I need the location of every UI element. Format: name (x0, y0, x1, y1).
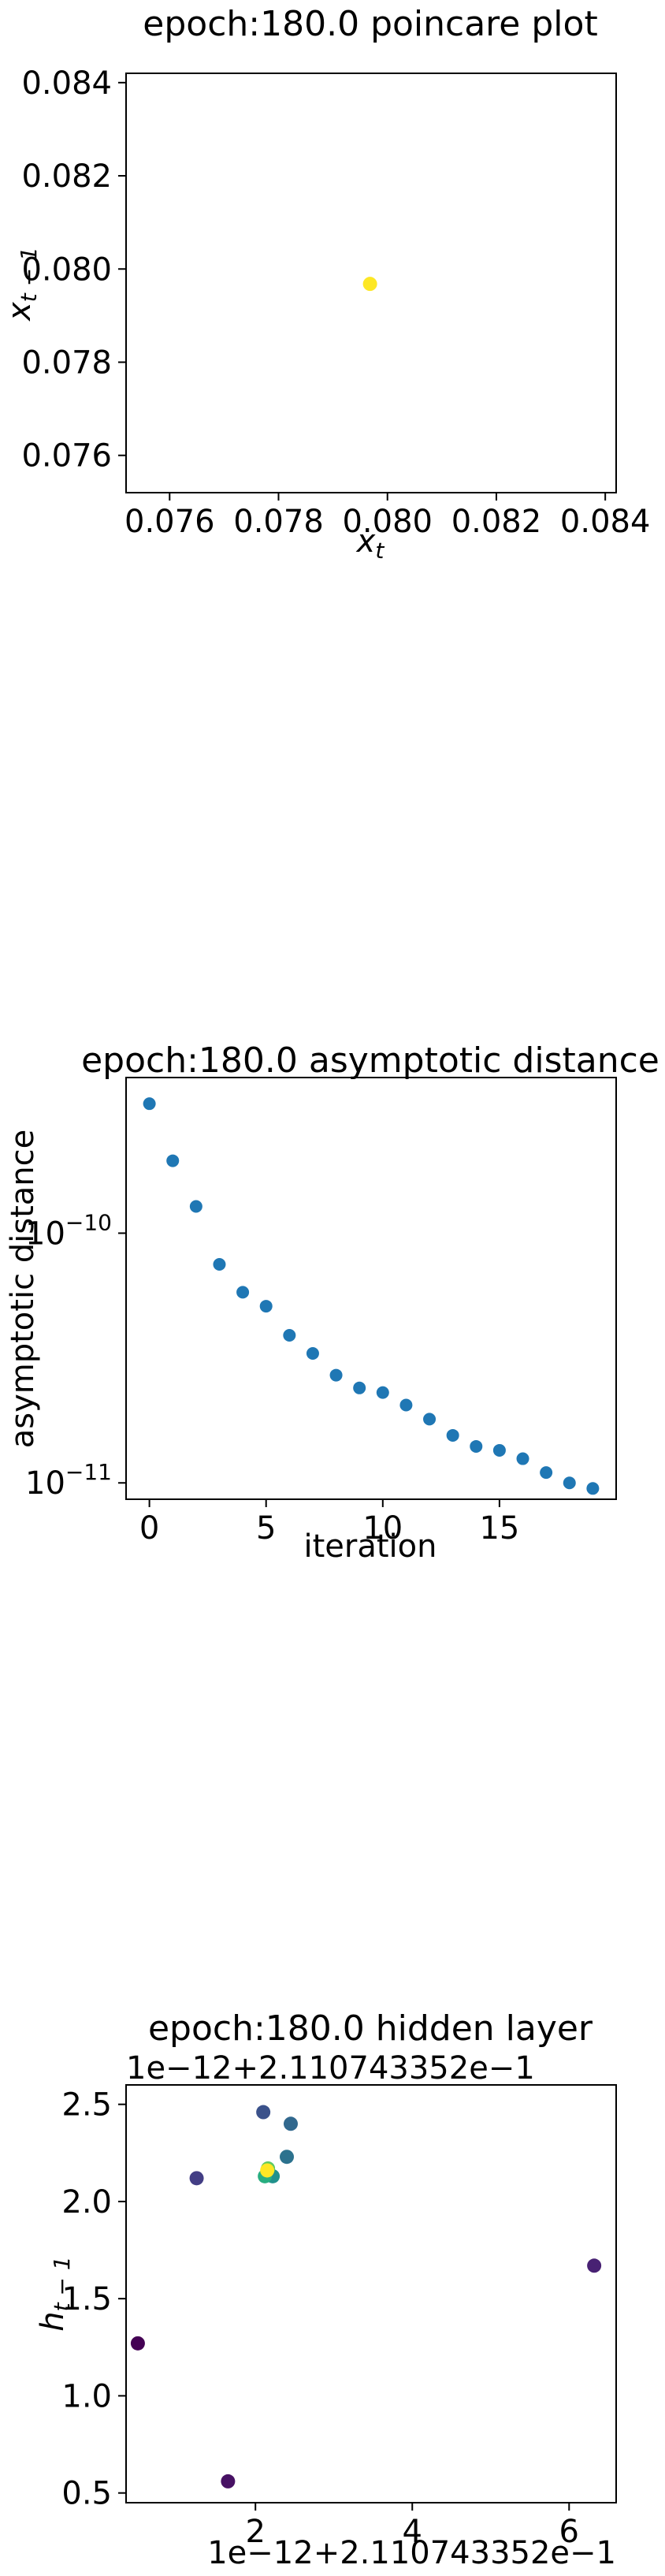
scatter-point (516, 1452, 529, 1465)
hidden-layer-title: epoch:180.0 hidden layer (148, 2008, 593, 2049)
scatter-point (470, 1439, 483, 1453)
scatter-point (540, 1466, 553, 1480)
y-tick-label: 0.082 (21, 158, 112, 195)
y-tick-label: 0.084 (21, 65, 112, 102)
y-tick-label: 10−11 (25, 1459, 112, 1502)
poincare-title: epoch:180.0 poincare plot (143, 4, 597, 44)
scatter-point (283, 2116, 298, 2131)
x-tick-label: 6 (559, 2514, 579, 2550)
scatter-point (423, 1413, 437, 1426)
asymptotic-y-label: asymptotic distance (5, 1130, 41, 1449)
hidden-layer-chart: epoch:180.0 hidden layer 1e−12+2.1107433… (35, 2008, 617, 2571)
scatter-point (446, 1428, 459, 1442)
scatter-point (283, 1328, 296, 1342)
poincare-points (362, 277, 377, 292)
scatter-point (329, 1368, 343, 1382)
x-tick-label: 5 (256, 1510, 276, 1547)
poincare-x-ticks: 0.076 0.078 0.080 0.082 0.084 (124, 493, 650, 540)
scatter-point (130, 2336, 145, 2351)
x-tick-label: 0.082 (451, 504, 542, 540)
y-tick-label: 0.080 (21, 251, 112, 288)
x-tick-label: 0.080 (342, 504, 433, 540)
x-tick-label: 10 (362, 1510, 403, 1547)
y-tick-label: 0.078 (21, 344, 112, 381)
scatter-point (189, 2171, 204, 2186)
scatter-point (376, 1386, 389, 1399)
y-tick-label: 1.0 (61, 2378, 112, 2414)
poincare-y-ticks: 0.076 0.078 0.080 0.082 0.084 (21, 65, 126, 475)
x-tick-label: 0 (139, 1510, 159, 1547)
scatter-point (143, 1097, 156, 1111)
hidden-layer-plot-area (125, 2084, 617, 2503)
y-tick-label: 2.0 (61, 2184, 112, 2220)
asymptotic-plot-area (125, 1077, 617, 1500)
hidden-layer-y-ticks: 0.5 1.0 1.5 2.0 2.5 (61, 2087, 126, 2512)
asymptotic-title: epoch:180.0 asymptotic distance (81, 1040, 659, 1081)
scatter-point (280, 2150, 295, 2165)
scatter-point (563, 1476, 576, 1490)
asymptotic-points (143, 1097, 600, 1495)
scatter-point (221, 2474, 236, 2489)
scatter-point (260, 2163, 275, 2178)
scatter-point (399, 1398, 413, 1412)
asymptotic-y-ticks: 10−10 10−11 (25, 1209, 126, 1502)
x-tick-label: 15 (479, 1510, 519, 1547)
scatter-point (213, 1258, 226, 1271)
asymptotic-x-label: iteration (304, 1528, 437, 1565)
scatter-point (259, 1300, 273, 1313)
scatter-point (166, 1154, 180, 1167)
poincare-plot-area (125, 73, 617, 493)
poincare-y-label: xt − 1 (2, 247, 42, 322)
asymptotic-x-ticks: 0 5 10 15 (139, 1499, 519, 1547)
x-tick-label: 4 (403, 2514, 422, 2550)
scatter-point (362, 277, 377, 292)
hidden-layer-y-offset: 1e−12+2.110743352e−1 (126, 2050, 535, 2086)
hidden-layer-points (130, 2105, 602, 2489)
scatter-point (587, 2258, 602, 2273)
hidden-layer-x-offset: 1e−12+2.110743352e−1 (207, 2535, 616, 2571)
scatter-point (306, 1346, 319, 1360)
poincare-chart: epoch:180.0 poincare plot 0.076 0.078 0.08… (2, 4, 650, 564)
y-tick-label: 2.5 (61, 2087, 112, 2124)
asymptotic-distance-chart: epoch:180.0 asymptotic distance 0 5 10 15 1… (5, 1040, 659, 1565)
y-tick-label: 1.5 (61, 2281, 112, 2317)
poincare-x-label: xt (355, 523, 385, 564)
scatter-point (256, 2105, 271, 2120)
scatter-point (492, 1443, 506, 1457)
hidden-layer-y-label: ht − 1 (35, 2256, 75, 2331)
x-tick-label: 0.084 (560, 504, 651, 540)
scatter-point (189, 1200, 202, 1213)
x-tick-label: 0.076 (124, 504, 215, 540)
x-tick-label: 2 (245, 2514, 265, 2550)
scatter-point (353, 1381, 366, 1394)
y-tick-label: 0.5 (61, 2476, 112, 2512)
x-tick-label: 0.078 (233, 504, 324, 540)
y-tick-label: 0.076 (21, 438, 112, 475)
scatter-point (586, 1482, 600, 1495)
scatter-point (236, 1286, 250, 1299)
hidden-layer-x-ticks: 2 4 6 (245, 2503, 579, 2550)
y-tick-label: 10−10 (25, 1209, 112, 1252)
